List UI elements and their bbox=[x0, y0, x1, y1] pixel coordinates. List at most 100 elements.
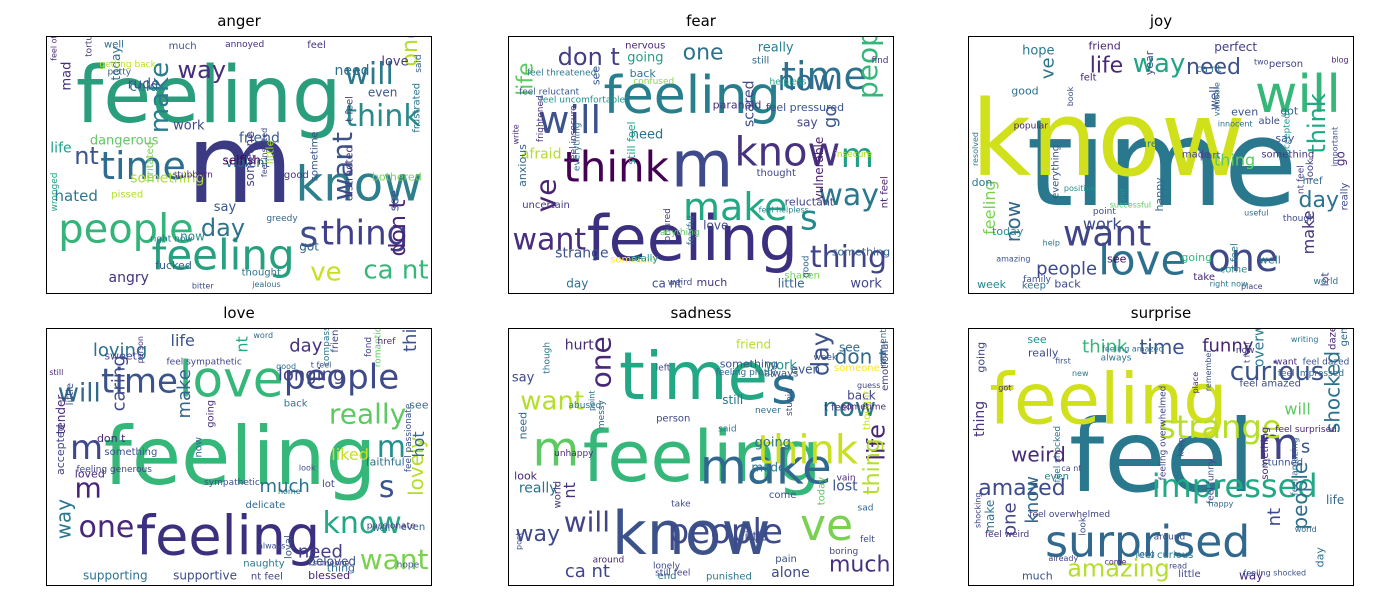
wordcloud-word: family bbox=[1023, 275, 1051, 285]
wordcloud-word: see bbox=[839, 341, 860, 355]
wordcloud-word: tortured bbox=[84, 37, 94, 57]
wordcloud-word: loved bbox=[75, 468, 105, 481]
wordcloud-word: m bbox=[671, 129, 733, 203]
wordcloud-word: boring bbox=[829, 547, 858, 557]
wordcloud-word: made bbox=[751, 460, 785, 474]
wordcloud-word: going bbox=[974, 342, 987, 373]
wordcloud-word: ca nt bbox=[1196, 64, 1221, 75]
wordcloud-word: back bbox=[284, 399, 308, 410]
wordcloud-word: time bbox=[619, 338, 768, 415]
wordcloud-word: work bbox=[850, 277, 882, 292]
wordcloud-word: now bbox=[1001, 201, 1025, 242]
wordcloud-word: thing bbox=[972, 401, 988, 437]
wordcloud-word: href bbox=[377, 337, 396, 347]
wordcloud-word: end bbox=[658, 571, 677, 582]
wordcloud-word: think bbox=[757, 428, 859, 474]
wordcloud-word: feeling pretty bbox=[716, 368, 777, 378]
wordcloud-word: go bbox=[820, 106, 841, 128]
wordcloud-word: valuable bbox=[1213, 82, 1222, 116]
wordcloud-word: work bbox=[173, 119, 205, 134]
wordcloud-word: day bbox=[566, 277, 588, 291]
wordcloud-word: positive bbox=[1064, 184, 1095, 193]
wordcloud-word: one bbox=[585, 336, 618, 388]
wordcloud-word: supportive bbox=[173, 569, 237, 583]
wordcloud-word: even bbox=[401, 522, 426, 533]
wordcloud-word: feeling overwhelmed bbox=[1159, 386, 1169, 481]
wordcloud-word: little bbox=[741, 530, 768, 544]
wordcloud-word: long bbox=[1138, 550, 1155, 559]
wordcloud-word: sad bbox=[858, 503, 874, 513]
wordcloud-frame: m feeling know feeling people time s thing think… bbox=[46, 36, 432, 294]
wordcloud-word: people bbox=[284, 358, 399, 398]
wordcloud-word: ve bbox=[529, 179, 562, 213]
wordcloud-word: dazed bbox=[1327, 329, 1338, 350]
wordcloud-word: want bbox=[520, 387, 584, 417]
wordcloud-word: got bbox=[299, 239, 319, 253]
wordcloud-word: people bbox=[851, 37, 884, 99]
wordcloud-word: going bbox=[627, 50, 663, 65]
wordcloud-word: feel bbox=[307, 40, 326, 51]
wordcloud-word: now bbox=[1236, 346, 1255, 356]
wordcloud-word: accepted bbox=[1282, 113, 1292, 154]
wordcloud-word: everything bbox=[573, 123, 583, 172]
wordcloud-word: someone bbox=[610, 254, 656, 265]
wordcloud-word: make bbox=[174, 369, 195, 418]
wordcloud-word: feel impressed bbox=[1278, 369, 1344, 379]
wordcloud-word: nt bbox=[1264, 508, 1285, 526]
wordcloud-word: know bbox=[971, 78, 1246, 200]
wordcloud-word: today bbox=[109, 46, 123, 80]
wordcloud-word: thing bbox=[321, 214, 408, 254]
wordcloud-word: ca nt bbox=[363, 256, 428, 286]
wordcloud-word: shaken bbox=[784, 271, 820, 282]
wordcloud-word: said bbox=[718, 424, 736, 434]
panel-title: surprise bbox=[1130, 304, 1192, 322]
wordcloud-word: will bbox=[58, 378, 101, 408]
wordcloud-word: something bbox=[720, 357, 778, 370]
wordcloud-word: make bbox=[1299, 210, 1318, 254]
wordcloud-word: day bbox=[201, 214, 245, 242]
wordcloud-word: felt bbox=[1080, 73, 1096, 84]
wordcloud-word: keep bbox=[1022, 280, 1046, 291]
wordcloud-word: much bbox=[169, 41, 197, 52]
wordcloud-word: hope bbox=[397, 560, 420, 570]
wordcloud-word: ca nt bbox=[652, 277, 682, 291]
wordcloud-word: irritated bbox=[145, 142, 156, 182]
wordcloud-word: one bbox=[79, 510, 135, 545]
wordcloud-word: point bbox=[587, 391, 596, 411]
wordcloud-word: good bbox=[276, 362, 296, 371]
wordcloud-panel-2: joy time know will love one want way think need li… bbox=[968, 12, 1354, 294]
wordcloud-word: feel helpless bbox=[759, 206, 809, 215]
wordcloud-word: amazed bbox=[978, 476, 1065, 501]
wordcloud-word: got bbox=[1280, 104, 1299, 117]
wordcloud-word: someone bbox=[313, 558, 350, 567]
wordcloud-word: unhappy bbox=[554, 449, 594, 459]
wordcloud-word: feel insecure bbox=[569, 105, 579, 163]
wordcloud-word: work bbox=[765, 359, 797, 374]
wordcloud-word: bothered bbox=[372, 170, 422, 183]
wordcloud-word: loving bbox=[93, 340, 148, 361]
wordcloud-word: need bbox=[631, 127, 664, 142]
wordcloud-word: back bbox=[1054, 278, 1081, 291]
wordcloud-word: punished bbox=[706, 572, 752, 583]
wordcloud-word: much bbox=[1022, 569, 1053, 582]
wordcloud-word: point bbox=[1093, 207, 1116, 217]
wordcloud-panel-1: fear m feeling feeling think know will time make… bbox=[508, 12, 894, 294]
wordcloud-word: funny bbox=[1202, 336, 1254, 357]
wordcloud-word: well bbox=[1207, 86, 1221, 110]
wordcloud-word: one bbox=[398, 37, 423, 66]
wordcloud-word: world bbox=[1313, 277, 1338, 287]
wordcloud-word: life bbox=[1090, 54, 1124, 79]
wordcloud-word: feel pressured bbox=[766, 101, 844, 114]
wordcloud-panel-0: anger m feeling know feeling people time s thing… bbox=[46, 12, 432, 294]
wordcloud-word: m bbox=[841, 136, 874, 176]
wordcloud-word: friend bbox=[330, 329, 341, 353]
wordcloud-word: stupid bbox=[785, 388, 795, 416]
wordcloud-word: feeling bbox=[587, 202, 798, 275]
wordcloud-word: still feel bbox=[625, 121, 638, 164]
wordcloud-word: see bbox=[590, 66, 603, 85]
wordcloud-word: part bbox=[1200, 151, 1221, 162]
wordcloud-word: liked bbox=[331, 445, 369, 464]
wordcloud-word: violent bbox=[225, 156, 269, 171]
